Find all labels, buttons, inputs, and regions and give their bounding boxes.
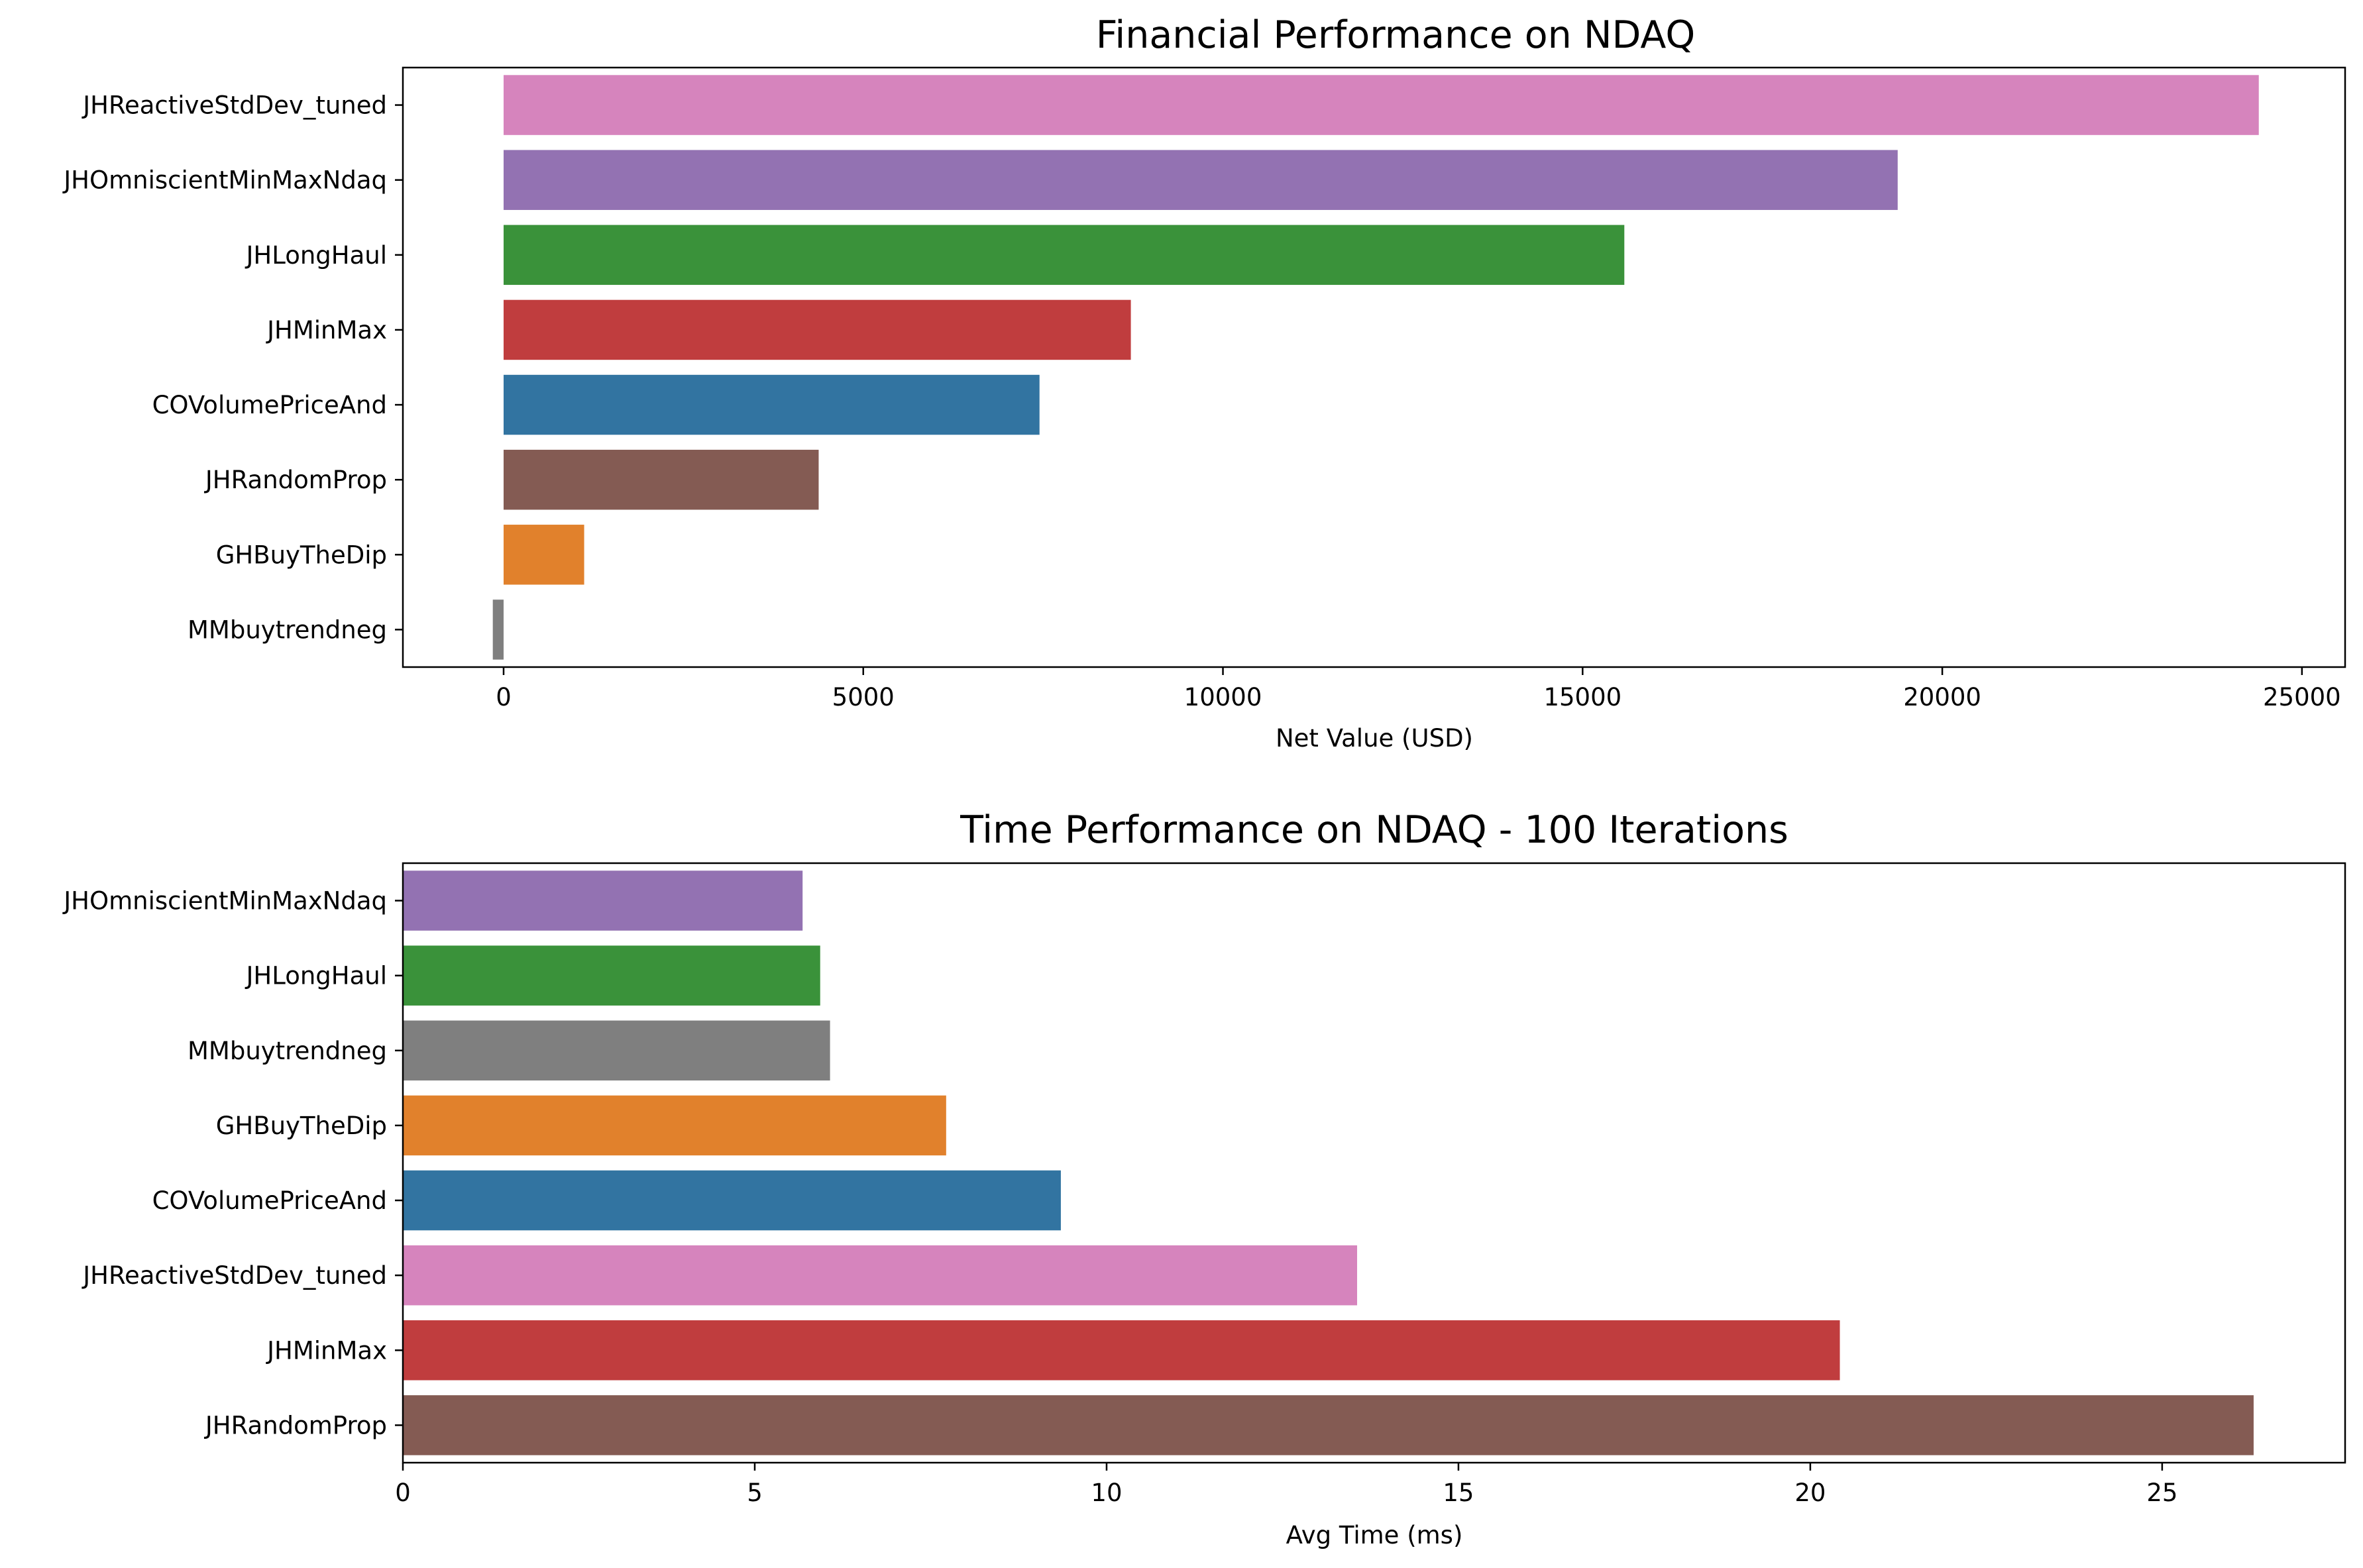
financial-x-tick-label: 20000 [1903, 683, 1981, 711]
time-category-label: COVolumePriceAnd [152, 1186, 387, 1215]
time-performance-panel: Time Performance on NDAQ - 100 Iteration… [62, 808, 2346, 1549]
financial-category-label: GHBuyTheDip [216, 541, 387, 569]
financial-category-label: JHRandomProp [204, 466, 387, 494]
time-bar-jhlonghaul [403, 945, 820, 1006]
time-bars [403, 870, 2254, 1455]
financial-bar-jhomniscientminmaxndaq [503, 150, 1898, 210]
financial-x-tick-label: 15000 [1543, 683, 1621, 711]
time-x-tick-label: 15 [1443, 1479, 1474, 1507]
financial-performance-panel: Financial Performance on NDAQ JHReactive… [62, 13, 2346, 753]
financial-x-tick-label: 5000 [832, 683, 895, 711]
financial-category-label: JHReactiveStdDev_tuned [82, 91, 387, 120]
financial-bar-jhrandomprop [503, 449, 819, 510]
time-bar-jhminmax [403, 1320, 1840, 1381]
financial-category-label: JHLongHaul [245, 241, 388, 270]
time-x-tick-label: 0 [395, 1479, 411, 1507]
time-category-label: JHRandomProp [204, 1411, 387, 1439]
time-category-labels: JHOmniscientMinMaxNdaq JHLongHaul MMbuytre… [62, 887, 403, 1439]
financial-bars [492, 75, 2259, 660]
financial-category-label: MMbuytrendneg [188, 615, 387, 644]
financial-bar-jhminmax [503, 299, 1131, 360]
time-category-label: MMbuytrendneg [188, 1037, 387, 1065]
financial-category-label: JHOmniscientMinMaxNdaq [62, 166, 387, 195]
financial-category-label: COVolumePriceAnd [152, 391, 387, 419]
financial-bar-jhreactivestddev-tuned [503, 75, 2259, 135]
time-bar-covolumepriceand [403, 1170, 1061, 1231]
financial-bar-mmbuytrendneg [492, 600, 504, 660]
financial-chart-title: Financial Performance on NDAQ [1096, 13, 1696, 57]
financial-bar-covolumepriceand [503, 374, 1040, 435]
time-plot-frame [402, 862, 2346, 1464]
time-chart-title: Time Performance on NDAQ - 100 Iteration… [960, 808, 1788, 852]
time-x-axis-label: Avg Time (ms) [1286, 1521, 1463, 1549]
financial-x-tick-label: 25000 [2263, 683, 2341, 711]
financial-x-ticks: 0 5000 10000 15000 20000 25000 [496, 667, 2341, 711]
time-category-label: JHOmniscientMinMaxNdaq [62, 887, 387, 915]
time-bar-mmbuytrendneg [403, 1020, 830, 1081]
financial-category-label: JHMinMax [266, 316, 387, 344]
financial-bar-ghbuythedip [503, 525, 584, 585]
time-x-tick-label: 5 [747, 1479, 763, 1507]
financial-bar-jhlonghaul [503, 225, 1625, 286]
time-category-label: JHMinMax [266, 1336, 387, 1365]
financial-x-tick-label: 0 [496, 683, 512, 711]
time-category-label: GHBuyTheDip [216, 1112, 387, 1140]
time-bar-jhreactivestddev-tuned [403, 1245, 1358, 1306]
time-x-tick-label: 25 [2146, 1479, 2177, 1507]
financial-x-axis-label: Net Value (USD) [1276, 724, 1473, 753]
time-x-tick-label: 20 [1794, 1479, 1826, 1507]
time-category-label: JHReactiveStdDev_tuned [82, 1261, 387, 1290]
time-category-label: JHLongHaul [245, 962, 388, 990]
time-bar-jhrandomprop [403, 1395, 2254, 1455]
time-x-tick-label: 10 [1091, 1479, 1122, 1507]
financial-category-labels: JHReactiveStdDev_tuned JHOmniscientMinMax… [62, 91, 403, 644]
time-bar-jhomniscientminmaxndaq [403, 870, 803, 931]
financial-plot-frame [402, 66, 2346, 668]
time-bar-ghbuythedip [403, 1095, 946, 1156]
financial-x-tick-label: 10000 [1184, 683, 1262, 711]
time-x-ticks: 0 5 10 15 20 25 [395, 1463, 2177, 1507]
